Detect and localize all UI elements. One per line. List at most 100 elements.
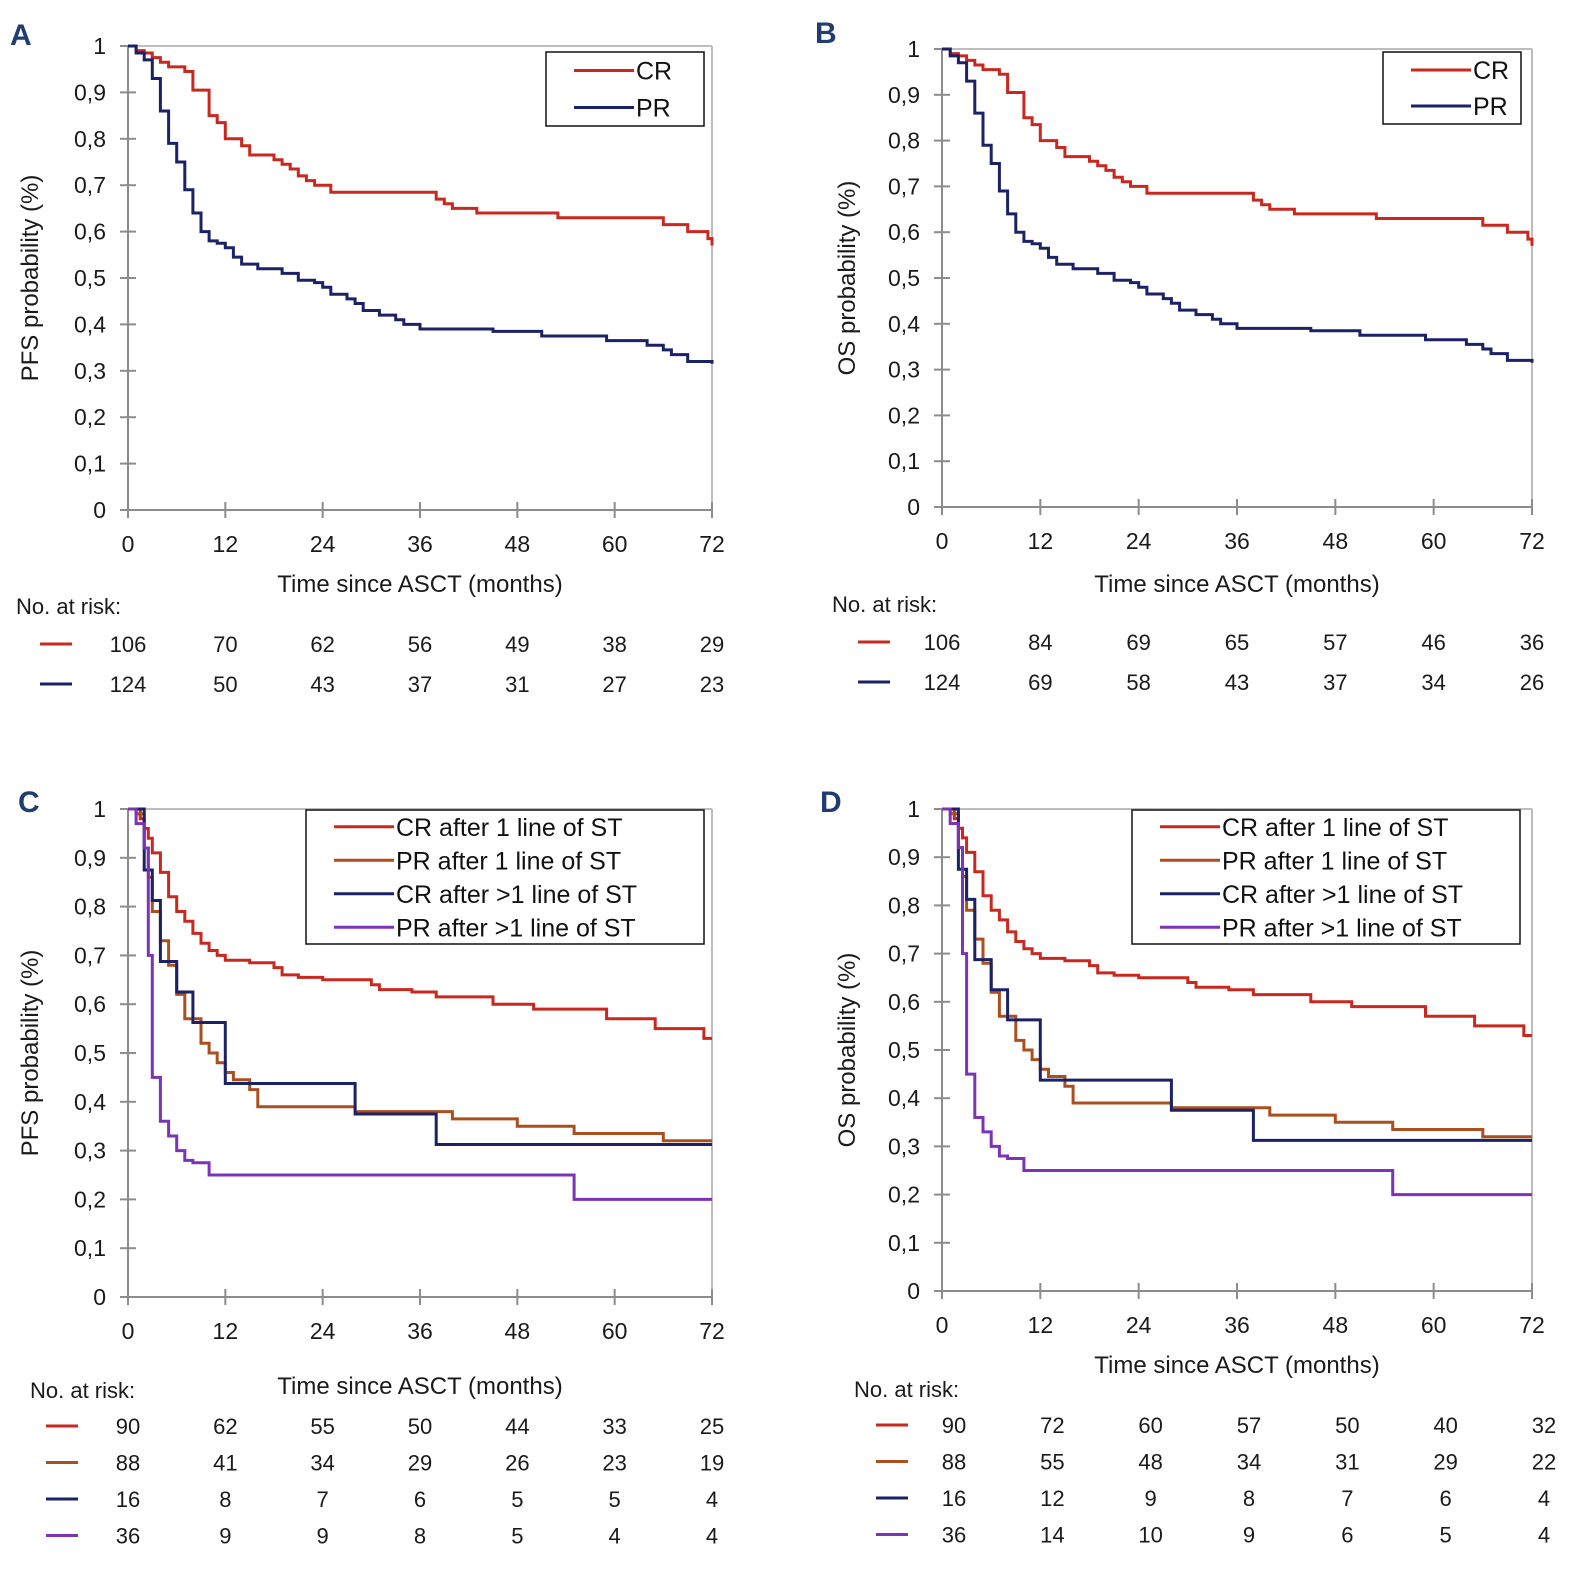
legend-label: CR after 1 line of ST bbox=[1222, 814, 1448, 842]
y-tick-label: 0,7 bbox=[888, 173, 920, 199]
legend-label: CR after >1 line of ST bbox=[396, 881, 637, 909]
at-risk-value: 55 bbox=[310, 1414, 334, 1439]
x-tick-label: 0 bbox=[936, 528, 949, 554]
at-risk-value: 33 bbox=[602, 1414, 626, 1439]
x-tick-label: 72 bbox=[699, 531, 725, 557]
km-curve-cr-after-1-line-of-st bbox=[128, 807, 712, 1040]
y-tick-label: 0 bbox=[907, 1278, 920, 1304]
x-tick-label: 72 bbox=[1519, 1312, 1545, 1338]
y-tick-label: 1 bbox=[907, 796, 920, 822]
y-tick-label: 0,2 bbox=[74, 404, 106, 430]
at-risk-value: 90 bbox=[942, 1413, 966, 1438]
x-tick-label: 12 bbox=[1028, 1312, 1054, 1338]
at-risk-value: 55 bbox=[1040, 1450, 1064, 1475]
x-tick-label: 36 bbox=[1224, 1312, 1250, 1338]
x-tick-label: 36 bbox=[1224, 528, 1250, 554]
at-risk-value: 50 bbox=[1335, 1413, 1359, 1438]
at-risk-value: 50 bbox=[213, 672, 237, 697]
at-risk-value: 44 bbox=[505, 1414, 529, 1439]
at-risk-value: 29 bbox=[700, 632, 724, 657]
legend-label: CR after >1 line of ST bbox=[1222, 881, 1463, 909]
y-tick-label: 0,4 bbox=[888, 311, 920, 337]
km-curve-pr bbox=[942, 47, 1534, 363]
at-risk-value: 60 bbox=[1138, 1413, 1162, 1438]
at-risk-value: 4 bbox=[706, 1487, 718, 1512]
at-risk-value: 29 bbox=[1433, 1450, 1457, 1475]
km-curve-pr-after-gt1-line-of-st bbox=[942, 807, 1532, 1197]
x-tick-label: 12 bbox=[213, 531, 239, 557]
at-risk-label: No. at risk: bbox=[832, 592, 937, 617]
y-tick-label: 0,7 bbox=[74, 942, 106, 968]
at-risk-value: 36 bbox=[116, 1524, 140, 1549]
at-risk-value: 4 bbox=[1538, 1486, 1550, 1511]
y-tick-label: 0,5 bbox=[888, 265, 920, 291]
y-tick-label: 0,4 bbox=[74, 311, 106, 337]
at-risk-label: No. at risk: bbox=[16, 594, 121, 619]
legend: CR PR bbox=[1382, 51, 1522, 125]
at-risk-value: 34 bbox=[310, 1451, 334, 1476]
legend: CR after 1 line of ST PR after 1 line of … bbox=[305, 809, 705, 945]
at-risk-value: 31 bbox=[1335, 1450, 1359, 1475]
y-tick-label: 0,9 bbox=[888, 82, 920, 108]
at-risk-value: 31 bbox=[505, 672, 529, 697]
y-tick-label: 1 bbox=[907, 36, 920, 62]
at-risk-value: 90 bbox=[116, 1414, 140, 1439]
at-risk-value: 88 bbox=[942, 1450, 966, 1475]
y-tick-label: 0,4 bbox=[888, 1085, 920, 1111]
y-tick-label: 0,3 bbox=[888, 357, 920, 383]
at-risk-value: 124 bbox=[110, 672, 147, 697]
x-axis-title: Time since ASCT (months) bbox=[277, 571, 562, 598]
at-risk-value: 16 bbox=[116, 1487, 140, 1512]
legend-label: PR after >1 line of ST bbox=[396, 914, 636, 942]
at-risk-value: 38 bbox=[602, 632, 626, 657]
legend-label: PR after 1 line of ST bbox=[1222, 847, 1447, 875]
y-tick-label: 0,9 bbox=[888, 844, 920, 870]
legend-label: CR bbox=[1473, 57, 1509, 85]
at-risk-value: 8 bbox=[1243, 1486, 1255, 1511]
x-tick-label: 60 bbox=[1421, 1312, 1447, 1338]
at-risk-value: 6 bbox=[1440, 1486, 1452, 1511]
y-tick-label: 0,3 bbox=[74, 358, 106, 384]
y-tick-label: 0,8 bbox=[888, 892, 920, 918]
x-tick-label: 48 bbox=[1323, 1312, 1349, 1338]
y-axis-title: PFS probability (%) bbox=[17, 950, 44, 1157]
at-risk-value: 43 bbox=[310, 672, 334, 697]
at-risk-value: 57 bbox=[1237, 1413, 1261, 1438]
x-tick-label: 36 bbox=[407, 1318, 433, 1344]
y-tick-label: 0,6 bbox=[74, 991, 106, 1017]
y-tick-label: 0,1 bbox=[74, 1235, 106, 1261]
x-axis-title: Time since ASCT (months) bbox=[277, 1373, 562, 1400]
y-tick-label: 0,7 bbox=[74, 172, 106, 198]
at-risk-value: 9 bbox=[219, 1524, 231, 1549]
y-tick-label: 0,9 bbox=[74, 845, 106, 871]
x-tick-label: 48 bbox=[505, 531, 531, 557]
km-curve-pr-after-gt1-line-of-st bbox=[128, 807, 712, 1201]
at-risk-value: 106 bbox=[924, 630, 961, 655]
y-tick-label: 0,5 bbox=[888, 1037, 920, 1063]
y-tick-label: 1 bbox=[93, 33, 106, 59]
at-risk-value: 65 bbox=[1225, 630, 1249, 655]
x-tick-label: 36 bbox=[407, 531, 433, 557]
y-tick-label: 0,1 bbox=[888, 448, 920, 474]
at-risk-value: 34 bbox=[1421, 670, 1445, 695]
x-axis-title: Time since ASCT (months) bbox=[1094, 1352, 1379, 1379]
x-tick-label: 12 bbox=[213, 1318, 239, 1344]
legend-label: PR bbox=[1473, 93, 1508, 121]
at-risk-value: 57 bbox=[1323, 630, 1347, 655]
km-curve-pr bbox=[128, 44, 714, 364]
y-tick-label: 0,1 bbox=[888, 1230, 920, 1256]
panel-letter: D bbox=[820, 786, 842, 819]
legend-label: PR after >1 line of ST bbox=[1222, 914, 1462, 942]
at-risk-value: 29 bbox=[408, 1451, 432, 1476]
panel-letter: B bbox=[815, 17, 837, 50]
at-risk-value: 37 bbox=[1323, 670, 1347, 695]
y-tick-label: 0,2 bbox=[888, 402, 920, 428]
at-risk-value: 5 bbox=[511, 1524, 523, 1549]
at-risk-value: 9 bbox=[1145, 1486, 1157, 1511]
x-tick-label: 72 bbox=[699, 1318, 725, 1344]
legend-label: PR bbox=[636, 95, 671, 123]
legend-box bbox=[1131, 809, 1521, 945]
